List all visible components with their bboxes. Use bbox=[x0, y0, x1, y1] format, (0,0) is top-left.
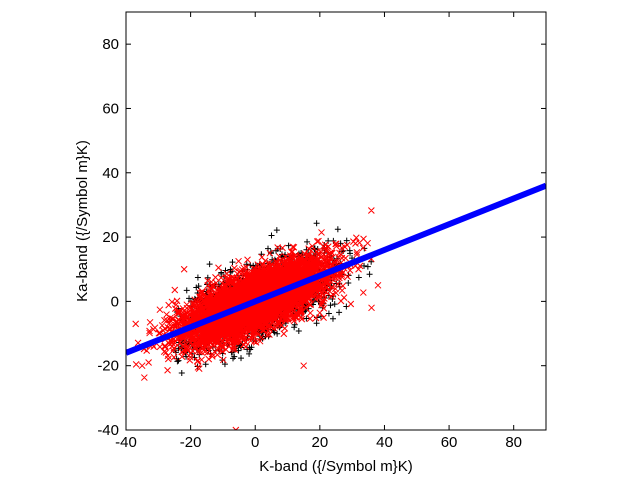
fit-line bbox=[126, 182, 546, 356]
y-tick-label: -40 bbox=[97, 422, 119, 439]
x-tick-label: 40 bbox=[376, 434, 393, 451]
x-tick-label: 0 bbox=[251, 434, 259, 451]
y-tick-label: 20 bbox=[102, 229, 119, 246]
x-tick-label: 60 bbox=[441, 434, 458, 451]
x-axis-title: K-band ({/Symbol m}K) bbox=[259, 458, 412, 475]
fit-line-layer bbox=[126, 182, 546, 356]
x-tick-label: -20 bbox=[180, 434, 202, 451]
y-axis-title: Ka-band ({/Symbol m}K) bbox=[74, 140, 91, 302]
x-tick-label: 20 bbox=[312, 434, 329, 451]
scatter-series-1 bbox=[132, 207, 382, 430]
x-tick-label: -40 bbox=[115, 434, 137, 451]
ticks-layer: -40 -20 0 20 40 60 80 -40 -20 0 20 40 60 80 bbox=[97, 12, 546, 451]
points-layer bbox=[132, 207, 382, 430]
plot-frame bbox=[125, 11, 547, 431]
scatter-markers bbox=[132, 207, 382, 430]
y-tick-label: 60 bbox=[102, 100, 119, 117]
y-tick-label: 0 bbox=[111, 293, 119, 310]
y-tick-label: 40 bbox=[102, 165, 119, 182]
x-tick-label: 80 bbox=[505, 434, 522, 451]
y-tick-label: 80 bbox=[102, 36, 119, 53]
y-tick-label: -20 bbox=[97, 358, 119, 375]
